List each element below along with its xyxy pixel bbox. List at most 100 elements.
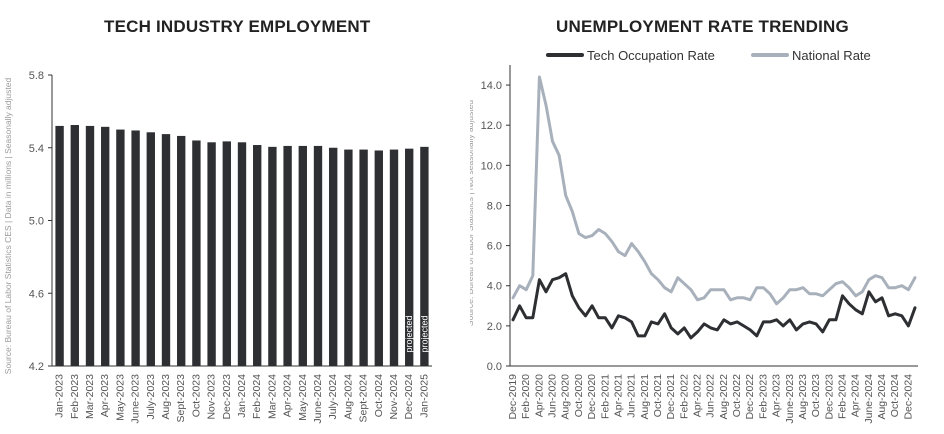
x-tick-label: June-2024 (312, 374, 324, 424)
x-tick-label: Oct-2022 (731, 374, 743, 417)
bar (313, 145, 323, 366)
bar (329, 147, 338, 366)
x-tick-label: Sept-2023 (175, 374, 187, 423)
bar (344, 149, 353, 366)
bar (192, 140, 201, 366)
y-tick-label: 0.0 (487, 361, 502, 373)
x-tick-label: May-2023 (114, 374, 126, 421)
x-tick-label: June-2024 (863, 374, 875, 424)
bar (359, 149, 368, 366)
x-tick-label: Dec-2024 (902, 374, 914, 420)
x-tick-label: Dec-2021 (665, 374, 677, 420)
bar (85, 125, 95, 366)
x-tick-label: Dec-2020 (586, 374, 598, 420)
x-tick-label: Jun-2020 (547, 374, 559, 418)
y-tick-label: 5.0 (29, 216, 44, 228)
bar (101, 126, 110, 366)
bar (389, 149, 399, 366)
bar (420, 146, 429, 366)
x-tick-label: Feb-2023 (757, 374, 769, 419)
source-note: Source: Bureau of Labor Statistics CES |… (3, 78, 13, 375)
x-tick-label: Aug-2024 (876, 374, 888, 420)
y-tick-label: 4.2 (29, 361, 44, 373)
x-tick-label: Apr-2023 (99, 374, 111, 417)
x-tick-label: Nov-2024 (388, 374, 400, 420)
x-tick-label: Apr-2024 (850, 374, 862, 417)
x-tick-label: Oct-2023 (810, 374, 822, 417)
x-tick-label: June-2023 (130, 374, 142, 424)
x-tick-label: July-2023 (145, 374, 157, 420)
bar (207, 142, 216, 366)
y-tick-label: 14.0 (481, 80, 502, 92)
x-tick-label: Aug-2023 (797, 374, 809, 420)
x-tick-label: Jan-2025 (418, 374, 430, 418)
y-tick-label: 4.0 (487, 281, 502, 293)
x-tick-label: July-2024 (327, 374, 339, 420)
x-tick-label: Apr-2023 (771, 374, 783, 417)
bar (268, 146, 277, 366)
tech-rate-line (511, 272, 917, 340)
x-tick-label: Dec-2024 (403, 374, 415, 420)
source-note: Source: Bureau of Labor Statistics | Not… (470, 100, 475, 326)
x-tick-label: Jan-2024 (236, 374, 248, 418)
bar (222, 141, 231, 366)
x-tick-label: Aug-2020 (560, 374, 572, 420)
bar (116, 129, 125, 366)
x-tick-label: Apr-2021 (612, 374, 624, 417)
x-tick-label: Feb-2024 (837, 374, 849, 419)
x-tick-label: Aug-2022 (718, 374, 730, 420)
bar (253, 145, 262, 366)
x-tick-label: Oct-2023 (190, 374, 202, 417)
left-chart-title: TECH INDUSTRY EMPLOYMENT (104, 17, 371, 36)
x-tick-label: Apr-2020 (533, 374, 545, 417)
x-tick-label: May-2024 (297, 374, 309, 421)
bar (70, 125, 79, 366)
x-tick-label: Aug-2021 (639, 374, 651, 420)
legend-national-label: National Rate (792, 48, 871, 63)
bar (405, 148, 414, 366)
national-rate-line (511, 75, 917, 306)
x-tick-label: Feb-2021 (599, 374, 611, 419)
x-tick-label: Aug-2024 (342, 374, 354, 420)
y-tick-label: 5.8 (29, 70, 44, 82)
x-tick-label: Mar-2023 (84, 374, 96, 419)
x-tick-label: Feb-2024 (251, 374, 263, 419)
x-tick-label: Dec-2022 (744, 374, 756, 420)
x-tick-label: Oct-2021 (652, 374, 664, 417)
x-tick-label: Jun-2022 (705, 374, 717, 418)
x-tick-label: Aug-2023 (160, 374, 172, 420)
y-tick-label: 6.0 (487, 241, 502, 253)
y-tick-label: 5.4 (29, 143, 44, 155)
x-tick-label: Jun-2021 (626, 374, 638, 418)
bar (374, 150, 383, 366)
bar-label: projected (404, 315, 414, 352)
x-tick-label: Sept-2024 (358, 374, 370, 423)
x-tick-label: Dec-2023 (221, 374, 233, 420)
x-tick-label: Feb-2022 (678, 374, 690, 419)
x-tick-label: Apr-2024 (282, 374, 294, 417)
y-tick-label: 8.0 (487, 200, 502, 212)
x-tick-label: Nov-2023 (206, 374, 218, 420)
legend-tech-label: Tech Occupation Rate (587, 48, 715, 63)
x-tick-label: Mar-2024 (266, 374, 278, 419)
y-tick-label: 2.0 (487, 321, 502, 333)
y-tick-label: 10.0 (481, 160, 502, 172)
x-tick-label: Feb-2020 (520, 374, 532, 419)
bar (298, 145, 307, 366)
bar-label: projected (419, 315, 429, 352)
x-tick-label: Jan-2023 (54, 374, 66, 418)
bar (237, 142, 247, 366)
right-chart-title: UNEMPLOYMENT RATE TRENDING (556, 17, 849, 36)
y-tick-label: 4.6 (29, 288, 44, 300)
bar (177, 135, 186, 366)
bar (131, 130, 140, 366)
bar (55, 125, 64, 366)
bar (161, 134, 171, 366)
x-tick-label: Dec-2023 (823, 374, 835, 420)
x-tick-label: Oct-2024 (889, 374, 901, 417)
x-tick-label: Oct-2020 (573, 374, 585, 417)
bar (146, 132, 155, 366)
x-tick-label: Apr-2022 (692, 374, 704, 417)
